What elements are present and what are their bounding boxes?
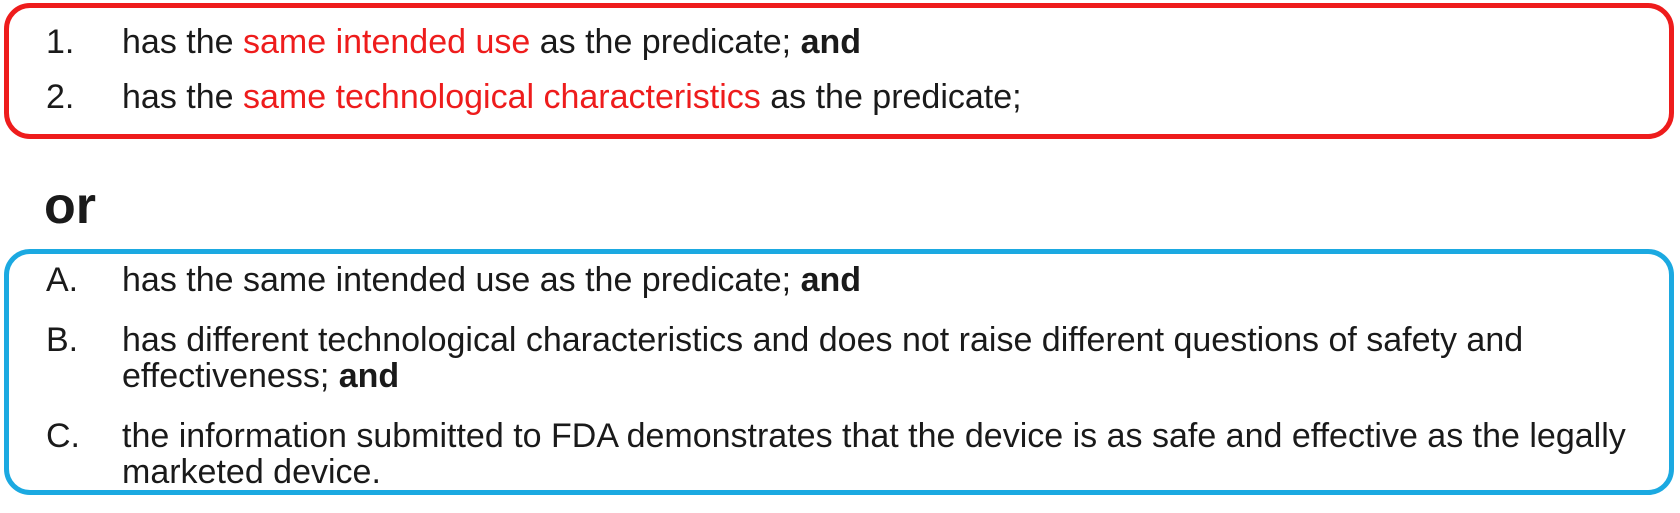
list-marker: 1. [46, 23, 75, 61]
item-body: the information submitted to FDA demonst… [122, 417, 1626, 491]
list-item-text: has different technological characterist… [122, 322, 1642, 394]
list-item-text: has the same technological characteristi… [122, 79, 1642, 115]
list-item-text: has the same intended use as the predica… [122, 24, 1642, 60]
text-prefix: has the [122, 23, 243, 61]
list-item-text: the information submitted to FDA demonst… [122, 418, 1642, 490]
list-item-text: has the same intended use as the predica… [122, 262, 1642, 298]
criteria-box-different-characteristics [4, 249, 1674, 495]
highlighted-phrase: same technological characteristics [242, 78, 761, 116]
conjunction-and: and [338, 357, 400, 395]
conjunction-and: and [800, 23, 862, 61]
or-separator: or [44, 177, 96, 235]
item-body: has different technological characterist… [122, 321, 1524, 395]
highlighted-phrase: same intended use [242, 23, 531, 61]
list-marker: 2. [46, 78, 75, 116]
text-suffix: as the predicate; [530, 23, 801, 61]
list-marker: A. [46, 261, 79, 299]
item-body: has the same intended use as the predica… [122, 261, 801, 299]
list-marker: C. [46, 417, 80, 455]
criteria-box-same-characteristics [4, 3, 1674, 139]
list-marker: B. [46, 321, 79, 359]
text-prefix: has the [122, 78, 243, 116]
text-suffix: as the predicate; [760, 78, 1022, 116]
conjunction-and: and [800, 261, 862, 299]
